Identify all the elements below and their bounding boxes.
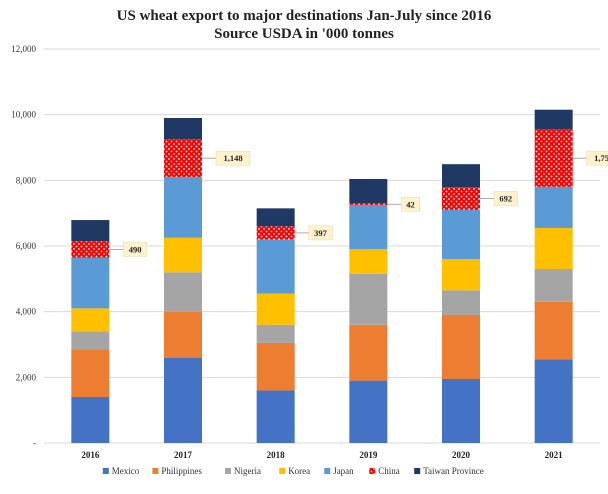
callout-label: 692 — [499, 194, 512, 204]
bar-2020-taiwan-province — [442, 164, 480, 188]
bar-2021-mexico — [534, 359, 573, 443]
legend-swatch-japan — [324, 468, 331, 474]
callout-label: 397 — [314, 228, 328, 238]
bar-2020-nigeria — [442, 290, 480, 315]
bar-2016-mexico — [71, 397, 110, 443]
legend-label: Mexico — [112, 466, 140, 476]
bar-2020-china — [442, 187, 480, 210]
bar-2018-china — [256, 226, 295, 240]
legend-label: Taiwan Province — [423, 466, 484, 476]
legend-swatch-taiwan-province — [414, 468, 421, 474]
bar-2019-taiwan-province — [349, 178, 388, 204]
legend-swatch-nigeria — [225, 468, 231, 474]
bar-2018-mexico — [256, 390, 295, 443]
bar-2018-japan — [256, 239, 295, 294]
bar-2017-japan — [164, 177, 202, 238]
x-tick-label: 2021 — [545, 450, 564, 460]
legend-label: Philippines — [161, 466, 202, 476]
legend-swatch-philippines — [152, 468, 159, 474]
y-tick-label: 12,000 — [11, 44, 36, 54]
x-tick-label: 2020 — [452, 450, 471, 460]
bars — [71, 109, 573, 443]
bar-2020-korea — [442, 259, 480, 291]
x-axis: 2016 2017 2018 2019 2020 2021 — [81, 450, 563, 460]
bar-2021-nigeria — [534, 268, 573, 302]
x-tick-label: 2017 — [174, 450, 193, 460]
bar-2021-japan — [534, 186, 573, 228]
x-tick-label: 2018 — [267, 450, 286, 460]
legend-label: Nigeria — [234, 466, 261, 476]
x-tick-label: 2016 — [81, 450, 100, 460]
y-tick-label: 8,000 — [16, 175, 37, 185]
bar-2017-taiwan-province — [164, 118, 202, 140]
callout-label: 1,148 — [223, 153, 242, 163]
callout-box — [215, 150, 251, 166]
bar-2017-korea — [164, 237, 202, 273]
bar-2016-japan — [71, 257, 110, 309]
callout-box — [308, 225, 333, 241]
legend-label: Japan — [333, 466, 354, 476]
bar-2019-japan — [349, 204, 388, 250]
callout-box — [493, 191, 518, 206]
callouts: 490 1,148 397 42 692 1,751 — [109, 150, 608, 257]
bar-2018-philippines — [256, 342, 295, 391]
bar-2016-china — [71, 241, 110, 258]
callout-box — [401, 197, 420, 212]
callout-label: 1,751 — [594, 153, 608, 163]
bar-2021-china — [534, 129, 573, 187]
bar-2017-nigeria — [164, 272, 202, 312]
legend-swatch-mexico — [102, 468, 109, 474]
bar-2019-mexico — [349, 380, 388, 443]
bar-2018-korea — [256, 293, 295, 325]
y-tick-label: 4,000 — [16, 307, 37, 317]
y-tick-label: 2,000 — [16, 372, 37, 382]
bar-2019-nigeria — [349, 273, 388, 325]
chart-subtitle: Source USDA in '000 tonnes — [214, 26, 394, 42]
bar-2020-philippines — [442, 314, 480, 379]
y-tick-label: - — [33, 438, 36, 448]
bar-2016-taiwan-province — [71, 220, 110, 242]
bar-2017-china — [164, 139, 202, 178]
bar-2021-korea — [534, 227, 573, 269]
callout-label: 42 — [406, 199, 415, 209]
legend-label: China — [378, 466, 400, 476]
chart-title: US wheat export to major destinations Ja… — [117, 8, 492, 24]
bar-2017-philippines — [164, 311, 202, 358]
bar-2017-mexico — [164, 357, 202, 443]
bar-2020-japan — [442, 209, 480, 260]
y-tick-label: 10,000 — [11, 110, 36, 120]
bar-2018-nigeria — [256, 324, 295, 343]
bar-2019-korea — [349, 249, 388, 274]
legend-label: Korea — [288, 466, 310, 476]
bar-2018-taiwan-province — [256, 208, 295, 227]
bar-2021-taiwan-province — [534, 109, 573, 130]
bar-2020-mexico — [442, 378, 480, 443]
bar-2016-nigeria — [71, 331, 110, 350]
legend-swatch-korea — [279, 468, 286, 474]
legend-swatch-china — [369, 468, 376, 474]
bar-2021-philippines — [534, 301, 573, 360]
y-axis: - 2,000 4,000 6,000 8,000 10,000 12,000 — [11, 44, 36, 448]
callout-label: 490 — [129, 244, 142, 254]
y-tick-label: 6,000 — [16, 241, 37, 251]
bar-2016-philippines — [71, 349, 110, 398]
legend: Mexico Philippines Nigeria Korea Japan China T… — [102, 466, 484, 476]
callout-box — [123, 242, 148, 257]
callout-box — [586, 150, 608, 166]
bar-2019-china — [349, 203, 388, 205]
x-tick-label: 2019 — [359, 450, 378, 460]
bar-2016-korea — [71, 308, 110, 332]
bar-2019-philippines — [349, 324, 388, 381]
